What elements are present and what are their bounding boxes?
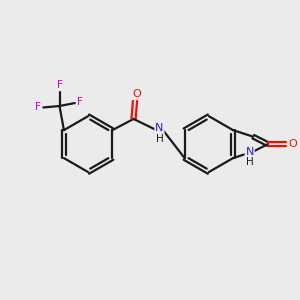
Text: F: F	[57, 80, 62, 90]
Text: O: O	[288, 139, 297, 149]
Text: O: O	[132, 89, 141, 99]
Text: H: H	[246, 157, 254, 166]
Text: N: N	[245, 147, 254, 157]
Text: F: F	[77, 97, 83, 106]
Text: N: N	[155, 123, 164, 134]
Text: H: H	[156, 134, 163, 144]
Text: F: F	[35, 103, 41, 112]
